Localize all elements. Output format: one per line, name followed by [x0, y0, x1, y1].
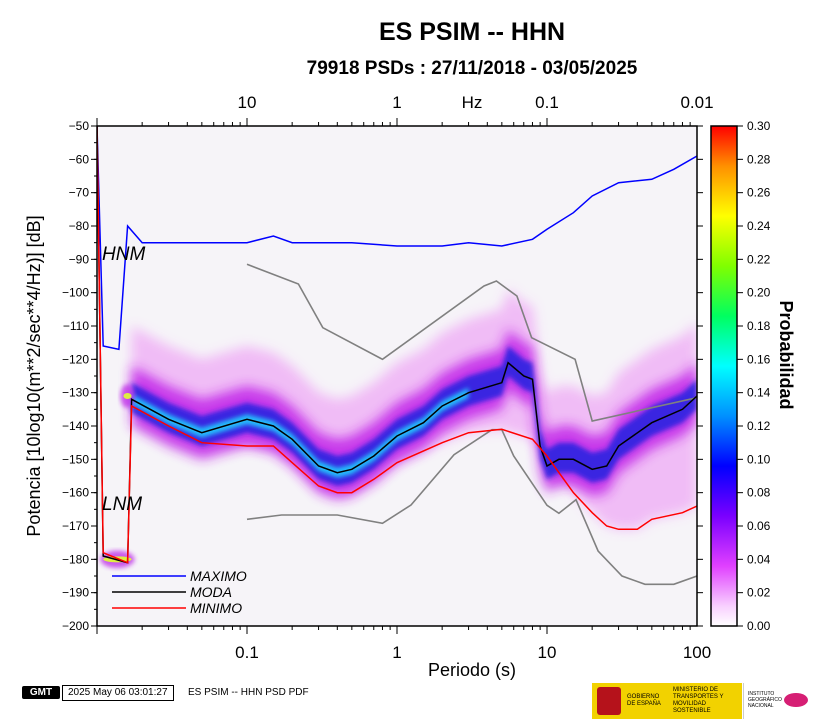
y-tick-label: −190: [62, 586, 89, 600]
y-tick-label: −70: [69, 186, 90, 200]
gmt-logo: GMT: [22, 686, 60, 699]
colorbar-tick-label: 0.10: [747, 452, 771, 466]
colorbar-tick-label: 0.12: [747, 419, 771, 433]
colorbar-tick-label: 0.30: [747, 119, 771, 133]
footer-label: ES PSIM -- HHN PSD PDF: [188, 687, 309, 698]
y-tick-label: −120: [62, 352, 89, 366]
y-tick-label: −130: [62, 386, 89, 400]
series-line-moda: [97, 126, 697, 564]
colorbar-tick-label: 0.18: [747, 319, 771, 333]
x-tick-label: 0.1: [235, 643, 259, 662]
colorbar-tick-label: 0.24: [747, 219, 771, 233]
colorbar-tick-label: 0.16: [747, 352, 771, 366]
series-lines: [97, 126, 697, 564]
x2-tick-label: 1: [392, 93, 401, 112]
legend-label-maximo: MAXIMO: [190, 568, 247, 584]
y-tick-label: −140: [62, 419, 89, 433]
hnm-label: HNM: [102, 244, 145, 265]
x-tick-label: 1: [392, 643, 401, 662]
y-tick-label: −170: [62, 519, 89, 533]
ign-mark-icon: [784, 693, 808, 707]
lnm-label: LNM: [102, 494, 142, 515]
x2-tick-label: 0.1: [535, 93, 559, 112]
gov-text: GOBIERNO DE ESPAÑA: [627, 694, 661, 707]
series-line-maximo: [97, 126, 697, 351]
x2-axis-label: Hz: [462, 93, 483, 112]
timestamp-box: 2025 May 06 03:01:27: [62, 685, 174, 701]
colorbar-tick-label: 0.14: [747, 386, 771, 400]
colorbar-tick-label: 0.08: [747, 486, 771, 500]
colorbar-tick-label: 0.22: [747, 252, 771, 266]
ref-model-hnm: [246, 263, 697, 422]
chart-title: ES PSIM -- HHN: [378, 18, 566, 46]
colorbar-tick-label: 0.04: [747, 552, 771, 566]
colorbar-ticks: 0.00 0.02 0.04 0.06 0.08 0.10 0.12 0.14 0.16 0.18…: [737, 119, 771, 633]
reference-models: [246, 263, 697, 586]
density-core: [131, 346, 697, 486]
axes: 0.1 1 10 100 10 1 0.1 0.01 −200 −190 −180 −170 −160 −…: [62, 93, 714, 662]
ministry-text: MINISTERIO DE TRANSPORTES Y MOVILIDAD SO…: [673, 687, 724, 714]
ign-logo: INSTITUTO GEOGRÁFICO NACIONAL: [743, 683, 816, 719]
x2-tick-label: 10: [238, 93, 257, 112]
y-tick-label: −50: [69, 119, 90, 133]
y-axis-label: Potencia [10log10(m**2/sec**4/Hz)] [dB]: [24, 215, 44, 536]
density-cluster-core-0: [123, 393, 132, 399]
y-tick-label: −60: [69, 152, 90, 166]
ign-text: INSTITUTO GEOGRÁFICO NACIONAL: [748, 691, 782, 709]
x-tick-label: 100: [683, 643, 711, 662]
x2-tick-label: 0.01: [680, 93, 713, 112]
ref-model-lnm: [246, 428, 697, 586]
y-tick-label: −90: [69, 252, 90, 266]
x-axis-label: Periodo (s): [428, 660, 516, 680]
colorbar-label: Probabilidad: [776, 300, 796, 409]
chart-subtitle: 79918 PSDs : 27/11/2018 - 03/05/2025: [306, 58, 638, 79]
colorbar-tick-label: 0.02: [747, 586, 771, 600]
y-tick-label: −160: [62, 486, 89, 500]
density-ridge: [131, 387, 469, 478]
y-tick-label: −100: [62, 286, 89, 300]
y-tick-label: −180: [62, 552, 89, 566]
y-tick-label: −80: [69, 219, 90, 233]
legend-label-moda: MODA: [190, 584, 232, 600]
y-tick-label: −110: [63, 319, 89, 333]
colorbar-tick-label: 0.28: [747, 152, 771, 166]
colorbar: [710, 125, 738, 627]
y-tick-label: −150: [62, 452, 89, 466]
colorbar-tick-label: 0.20: [747, 286, 771, 300]
colorbar-tick-label: 0.00: [747, 619, 771, 633]
legend-label-minimo: MINIMO: [190, 600, 242, 616]
y-tick-label: −200: [62, 619, 89, 633]
colorbar-tick-label: 0.26: [747, 186, 771, 200]
colorbar-tick-label: 0.06: [747, 519, 771, 533]
x-tick-label: 10: [538, 643, 557, 662]
series-line-minimo: [97, 126, 697, 564]
government-logo: GOBIERNO DE ESPAÑA MINISTERIO DE TRANSPO…: [592, 683, 742, 719]
coat-of-arms-icon: [597, 687, 621, 715]
